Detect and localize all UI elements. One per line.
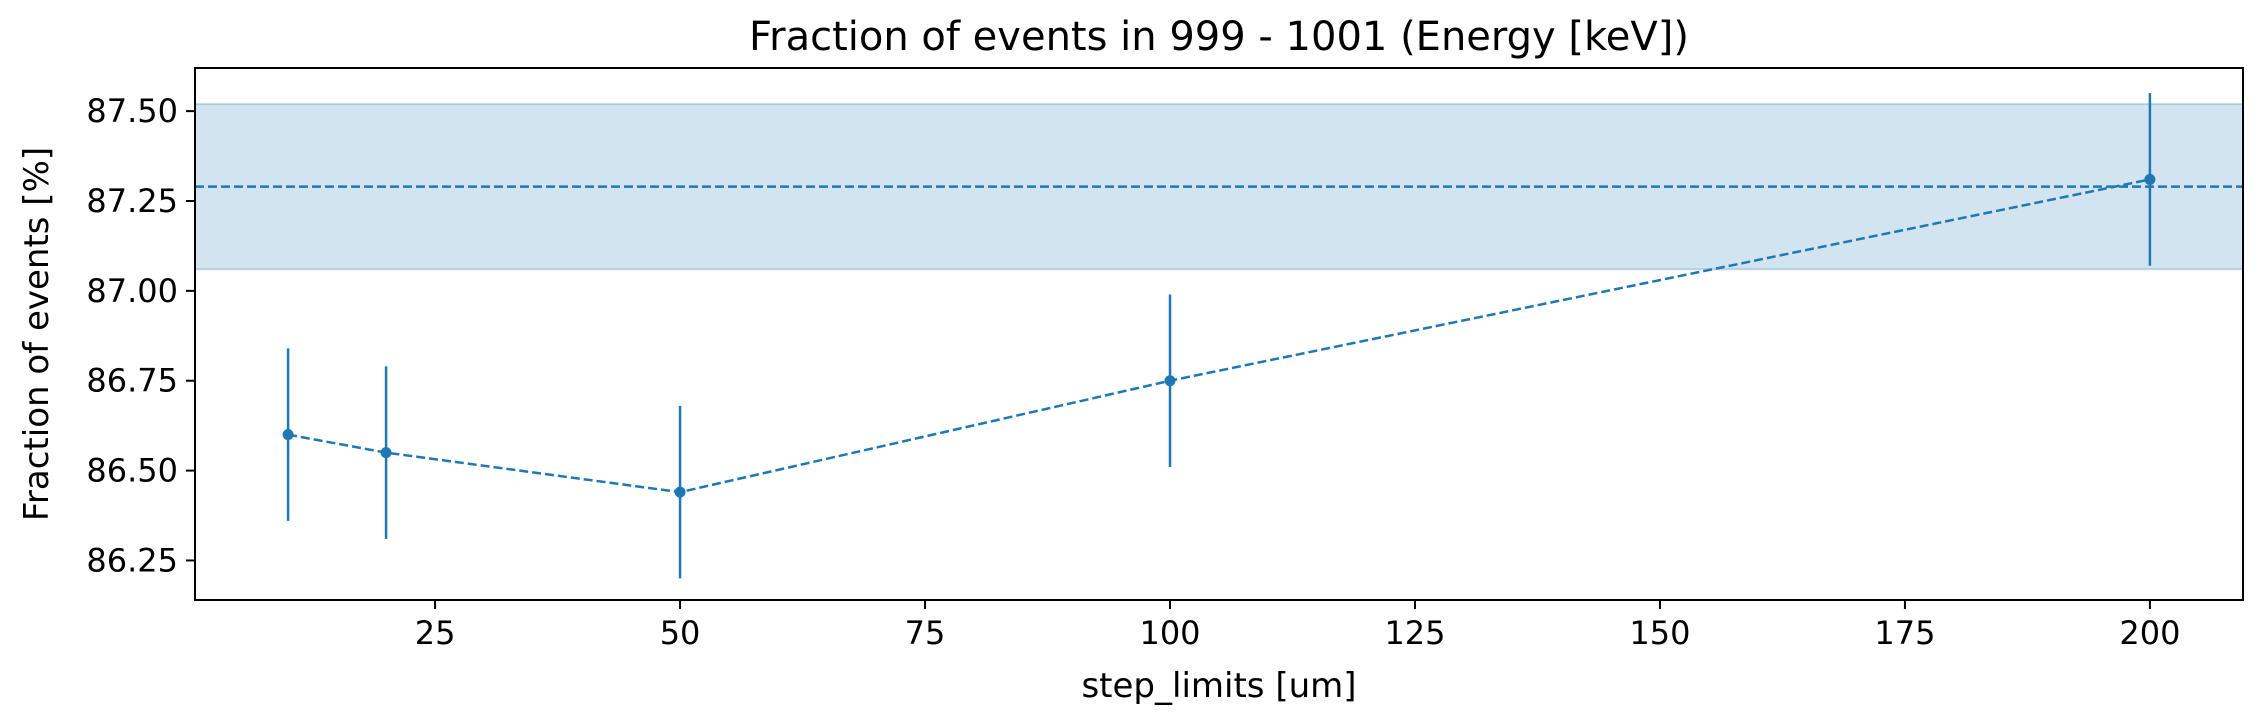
y-tick-label: 86.75	[86, 362, 178, 400]
x-tick-label: 50	[660, 614, 701, 652]
x-tick-label: 200	[2119, 614, 2180, 652]
data-point	[2144, 173, 2156, 185]
x-tick-label: 125	[1384, 614, 1445, 652]
x-axis-label: step_limits [um]	[1081, 666, 1356, 706]
y-tick-label: 87.25	[86, 182, 178, 220]
y-tick-label: 87.00	[86, 272, 178, 310]
x-tick-label: 100	[1139, 614, 1200, 652]
x-tick-label: 175	[1874, 614, 1935, 652]
data-point	[380, 447, 392, 459]
y-axis-label: Fraction of events [%]	[17, 147, 57, 521]
data-point	[1164, 375, 1176, 387]
plot-frame	[194, 67, 2244, 601]
x-tick-label: 75	[905, 614, 946, 652]
data-point	[674, 486, 686, 498]
x-tick-label: 25	[415, 614, 456, 652]
data-point	[282, 429, 294, 441]
x-tick-label: 150	[1629, 614, 1690, 652]
y-tick-label: 87.50	[86, 92, 178, 130]
y-tick-label: 86.50	[86, 452, 178, 490]
y-tick-label: 86.25	[86, 541, 178, 579]
chart-title: Fraction of events in 999 - 1001 (Energy…	[749, 14, 1689, 60]
